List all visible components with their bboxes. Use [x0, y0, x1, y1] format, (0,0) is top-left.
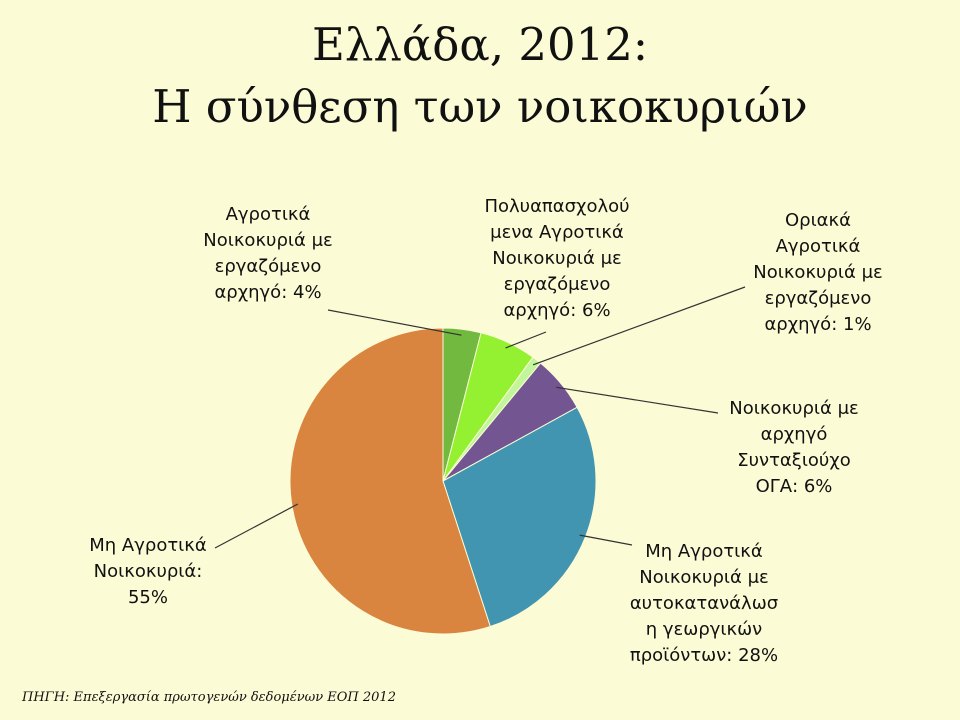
- pie-slices: [289, 327, 597, 635]
- slice-label-2-line-2: μενα Αγροτικά: [490, 222, 624, 243]
- slice-label-3-line-3: Νοικοκυριά με: [753, 262, 883, 283]
- leader-line-1: [327, 309, 462, 336]
- slice-label-1: Αγροτικά Νοικοκυριά με εργαζόμενο αρχηγό: 4…: [203, 204, 333, 303]
- slice-label-4-line-4: ΟΓΑ: 6%: [756, 476, 833, 497]
- slide-title: Ελλάδα, 2012: Η σύνθεση των νοικοκυριών: [0, 14, 960, 138]
- slice-label-3-line-2: Αγροτικά: [776, 236, 861, 257]
- slice-label-2-line-4: εργαζόμενο: [504, 274, 611, 295]
- slice-label-4: Νοικοκυριά με αρχηγό Συνταξιούχο ΟΓΑ: 6%: [729, 398, 859, 497]
- slice-label-4-line-1: Νοικοκυριά με: [729, 398, 859, 419]
- slice-label-2-line-5: αρχηγό: 6%: [503, 300, 610, 321]
- slice-label-5-line-5: προϊόντων: 28%: [630, 645, 778, 666]
- slice-label-2-line-3: Νοικοκυριά με: [492, 248, 622, 269]
- slice-label-1-line-3: εργαζόμενο: [215, 256, 322, 277]
- slice-label-5: Μη Αγροτικά Νοικοκυριά με αυτοκατανάλωσ η γ…: [630, 541, 778, 666]
- slice-label-5-line-2: Νοικοκυριά με: [639, 567, 769, 588]
- leader-line-4: [556, 386, 719, 414]
- slice-label-1-line-4: αρχηγό: 4%: [214, 282, 321, 303]
- slice-label-2-line-1: Πολυαπασχολού: [484, 196, 629, 217]
- slice-label-5-line-4: η γεωργικών: [646, 619, 763, 640]
- slice-label-3-line-5: αρχηγό: 1%: [764, 314, 871, 335]
- slice-label-3-line-1: Οριακά: [785, 210, 851, 231]
- slice-label-6-line-3: 55%: [128, 587, 168, 608]
- slice-label-5-line-1: Μη Αγροτικά: [645, 541, 762, 562]
- leader-line-3: [532, 286, 746, 366]
- slice-label-1-line-2: Νοικοκυριά με: [203, 230, 333, 251]
- slice-labels: Αγροτικά Νοικοκυριά με εργαζόμενο αρχηγό: 4…: [89, 196, 882, 666]
- slice-label-1-line-1: Αγροτικά: [226, 204, 311, 225]
- source-note: ΠΗΓΗ: Επεξεργασία πρωτογενών δεδομένων Ε…: [22, 690, 396, 705]
- slice-label-3-line-4: εργαζόμενο: [765, 288, 872, 309]
- leader-line-5: [579, 534, 633, 546]
- title-line-2: Η σύνθεση των νοικοκυριών: [152, 80, 808, 133]
- slice-label-4-line-3: Συνταξιούχο: [737, 450, 851, 471]
- pie-slice-6: [289, 327, 491, 635]
- slice-label-6-line-1: Μη Αγροτικά: [89, 535, 206, 556]
- slice-label-3: Οριακά Αγροτικά Νοικοκυριά με εργαζόμενο αρχ…: [753, 210, 883, 335]
- slice-label-2: Πολυαπασχολού μενα Αγροτικά Νοικοκυριά με ε…: [484, 196, 629, 321]
- slice-label-5-line-3: αυτοκατανάλωσ: [630, 593, 778, 614]
- slice-label-6-line-2: Νοικοκυριά:: [94, 561, 203, 582]
- leader-line-6: [214, 503, 299, 549]
- pie-slice-5: [442, 406, 597, 628]
- title-line-1: Ελλάδα, 2012:: [311, 18, 649, 71]
- slice-label-6: Μη Αγροτικά Νοικοκυριά: 55%: [89, 535, 206, 608]
- leader-lines: [214, 286, 746, 549]
- slice-label-4-line-2: αρχηγό: [761, 424, 828, 445]
- leader-line-2: [505, 331, 547, 349]
